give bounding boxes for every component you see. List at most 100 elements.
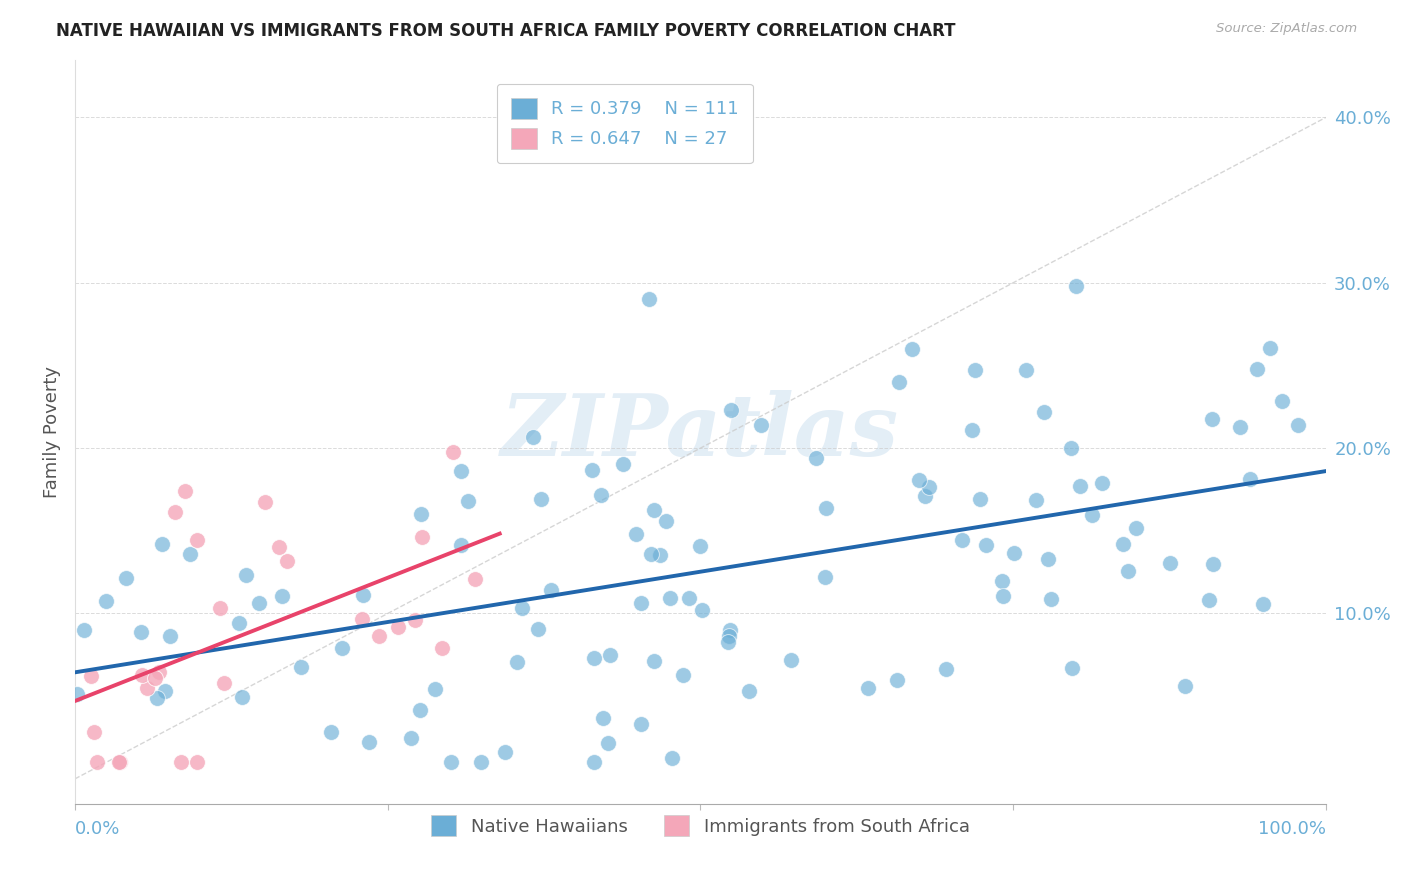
Point: [170, 756, 193, 770]
Point: [918, 480, 941, 494]
Point: [672, 668, 695, 682]
Point: [527, 622, 550, 636]
Point: [1253, 597, 1275, 611]
Point: [387, 620, 409, 634]
Point: [950, 533, 973, 548]
Point: [522, 430, 544, 444]
Point: [974, 538, 997, 552]
Point: [648, 548, 671, 562]
Point: [494, 745, 516, 759]
Point: [1064, 278, 1087, 293]
Point: [991, 590, 1014, 604]
Point: [66, 687, 89, 701]
Point: [464, 572, 486, 586]
Point: [749, 418, 772, 433]
Point: [276, 554, 298, 568]
Y-axis label: Family Poverty: Family Poverty: [44, 366, 60, 498]
Point: [271, 589, 294, 603]
Point: [131, 625, 153, 640]
Point: [153, 684, 176, 698]
Point: [409, 703, 432, 717]
Point: [352, 588, 374, 602]
Point: [582, 756, 605, 770]
Point: [659, 591, 682, 605]
Point: [352, 611, 374, 625]
Point: [1112, 537, 1135, 551]
Point: [359, 735, 381, 749]
Point: [908, 473, 931, 487]
Point: [581, 463, 603, 477]
Point: [815, 500, 838, 515]
Point: [640, 547, 662, 561]
Point: [661, 751, 683, 765]
Point: [1198, 593, 1220, 607]
Point: [630, 596, 652, 610]
Point: [1033, 405, 1056, 419]
Point: [409, 507, 432, 521]
Point: [655, 514, 678, 528]
Point: [80, 668, 103, 682]
Point: [1116, 564, 1139, 578]
Point: [1015, 362, 1038, 376]
Text: Source: ZipAtlas.com: Source: ZipAtlas.com: [1216, 22, 1357, 36]
Point: [143, 671, 166, 685]
Point: [135, 681, 157, 695]
Point: [163, 505, 186, 519]
Point: [540, 582, 562, 597]
Point: [368, 629, 391, 643]
Text: 100.0%: 100.0%: [1258, 821, 1326, 838]
Point: [440, 756, 463, 770]
Point: [510, 601, 533, 615]
Point: [83, 724, 105, 739]
Point: [582, 650, 605, 665]
Point: [630, 717, 652, 731]
Point: [159, 629, 181, 643]
Point: [1201, 412, 1223, 426]
Point: [505, 655, 527, 669]
Point: [108, 756, 131, 770]
Point: [643, 503, 665, 517]
Point: [73, 624, 96, 638]
Point: [592, 711, 614, 725]
Point: [330, 640, 353, 655]
Point: [399, 731, 422, 745]
Point: [598, 736, 620, 750]
Point: [780, 653, 803, 667]
Point: [1039, 592, 1062, 607]
Text: 0.0%: 0.0%: [75, 821, 121, 838]
Point: [887, 375, 910, 389]
Point: [94, 593, 117, 607]
Point: [689, 539, 711, 553]
Point: [179, 548, 201, 562]
Point: [624, 527, 647, 541]
Text: ZIPatlas: ZIPatlas: [502, 390, 900, 474]
Point: [901, 342, 924, 356]
Point: [212, 676, 235, 690]
Text: NATIVE HAWAIIAN VS IMMIGRANTS FROM SOUTH AFRICA FAMILY POVERTY CORRELATION CHART: NATIVE HAWAIIAN VS IMMIGRANTS FROM SOUTH…: [56, 22, 956, 40]
Point: [86, 756, 108, 770]
Point: [432, 640, 454, 655]
Point: [1025, 493, 1047, 508]
Point: [530, 491, 553, 506]
Point: [1069, 479, 1091, 493]
Point: [1091, 476, 1114, 491]
Point: [1202, 557, 1225, 571]
Point: [969, 492, 991, 507]
Point: [678, 591, 700, 605]
Point: [991, 574, 1014, 589]
Point: [1286, 418, 1309, 433]
Point: [1239, 472, 1261, 486]
Point: [174, 483, 197, 498]
Point: [638, 292, 661, 306]
Point: [690, 603, 713, 617]
Point: [290, 660, 312, 674]
Point: [612, 457, 634, 471]
Point: [1002, 546, 1025, 560]
Point: [253, 495, 276, 509]
Point: [115, 571, 138, 585]
Point: [814, 570, 837, 584]
Point: [720, 402, 742, 417]
Point: [1080, 508, 1102, 523]
Point: [1060, 661, 1083, 675]
Point: [231, 690, 253, 704]
